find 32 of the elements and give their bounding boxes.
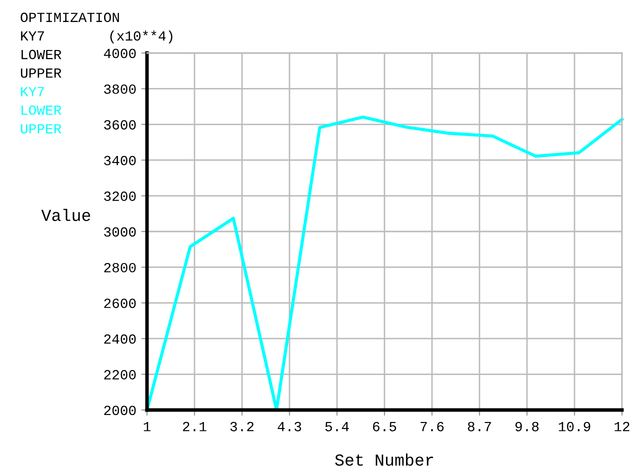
- y-tick-label: 3800: [104, 84, 136, 94]
- x-tick-label: 9.8: [515, 422, 539, 432]
- y-tick-label: 2600: [104, 298, 136, 308]
- y-axis-title: Value: [41, 208, 90, 222]
- legend-label: LOWER: [22, 105, 62, 115]
- x-axis-title: Set Number: [335, 454, 434, 466]
- text: (x10**4): [110, 30, 172, 44]
- chart-title: OPTIMIZATION: [20, 12, 119, 22]
- y-tick-label: 3600: [104, 120, 136, 130]
- y-tick-label: 2800: [104, 262, 136, 272]
- x-tick-label: 12: [614, 422, 630, 432]
- x-tick-label: 1: [144, 422, 150, 432]
- y-tick-label: 2200: [104, 370, 136, 380]
- text: KY7: [21, 87, 44, 96]
- x-tick-label: 3.2: [230, 422, 254, 432]
- y-tick-label: 3400: [104, 156, 136, 166]
- legend-label: UPPER: [20, 124, 62, 134]
- x-tick-label: 7.6: [420, 422, 444, 432]
- text: UPPER: [20, 68, 62, 78]
- x-tick-label: 10.9: [558, 422, 590, 432]
- text: LOWER: [22, 50, 62, 60]
- y-tick-label: 2400: [104, 334, 136, 344]
- x-tick-label: 4.3: [278, 422, 302, 432]
- text: KY7: [21, 31, 44, 41]
- y-tick-label: 3200: [104, 192, 136, 201]
- x-tick-label: 2.1: [182, 422, 206, 432]
- y-tick-label: 2000: [104, 406, 136, 416]
- y-tick-label: 4000: [104, 48, 136, 58]
- x-tick-label: 8.7: [468, 422, 491, 432]
- x-tick-label: 6.5: [373, 422, 396, 432]
- x-tick-label: 5.4: [325, 422, 349, 432]
- y-tick-label: 3000: [104, 227, 136, 237]
